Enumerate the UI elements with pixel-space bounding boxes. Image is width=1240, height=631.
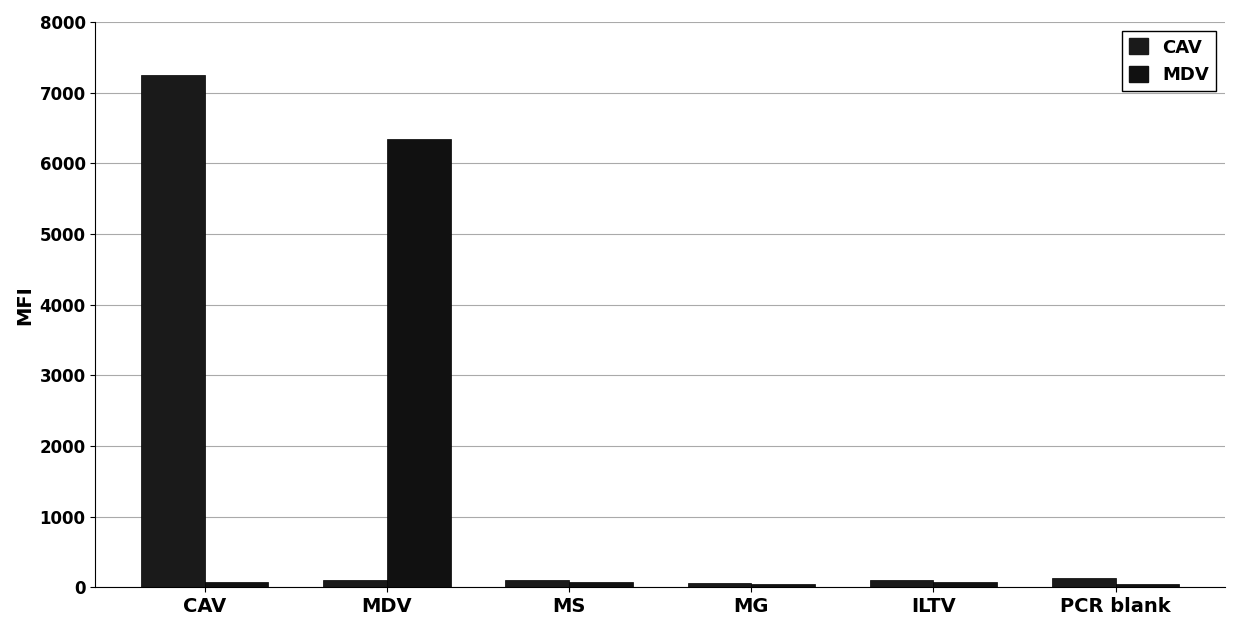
Bar bbox=[141, 75, 205, 587]
Bar bbox=[387, 139, 450, 587]
Bar bbox=[324, 581, 387, 587]
Y-axis label: MFI: MFI bbox=[15, 285, 33, 324]
Bar bbox=[1052, 578, 1116, 587]
Legend: CAV, MDV: CAV, MDV bbox=[1122, 31, 1216, 91]
Bar bbox=[687, 583, 751, 587]
Bar bbox=[751, 584, 815, 587]
Bar bbox=[205, 582, 269, 587]
Bar bbox=[1116, 584, 1179, 587]
Bar bbox=[934, 582, 997, 587]
Bar bbox=[506, 579, 569, 587]
Bar bbox=[569, 582, 632, 587]
Bar bbox=[869, 581, 934, 587]
